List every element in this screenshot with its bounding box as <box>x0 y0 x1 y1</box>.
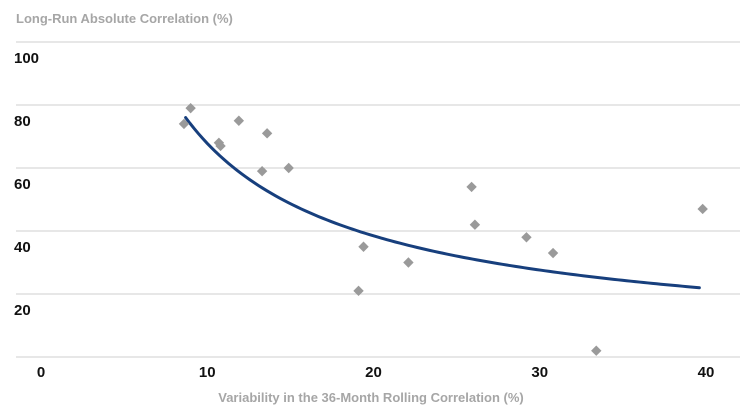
y-tick-label-100: 100 <box>14 50 39 67</box>
scatter-point-17 <box>697 203 708 215</box>
scatter-point-14 <box>521 232 532 243</box>
y-tick-label-40: 40 <box>14 239 31 256</box>
scatter-point-2 <box>185 102 196 114</box>
y-tick-label-60: 60 <box>14 176 31 193</box>
trendline-layer <box>184 116 701 290</box>
grid-lines <box>16 41 740 358</box>
x-tick-label-20: 20 <box>365 364 382 381</box>
scatter-point-7 <box>261 128 273 139</box>
x-tick-label-40: 40 <box>698 364 715 381</box>
scatter-point-16 <box>591 345 602 356</box>
scatter-point-13 <box>469 219 481 230</box>
tick-labels: 20 40 60 80 100 0 10 20 30 40 <box>14 50 714 381</box>
scatter-point-5 <box>233 115 245 126</box>
y-tick-label-80: 80 <box>14 113 31 130</box>
power-trendline <box>184 116 701 290</box>
scatter-point-4 <box>215 140 226 152</box>
scatter-point-10 <box>358 241 369 252</box>
x-tick-label-10: 10 <box>199 364 216 381</box>
scatter-point-11 <box>403 257 414 268</box>
scatter-point-6 <box>256 165 268 177</box>
x-axis-title: Variability in the 36-Month Rolling Corr… <box>218 390 524 405</box>
y-tick-label-20: 20 <box>14 302 31 319</box>
y-axis-title: Long-Run Absolute Correlation (%) <box>16 11 233 26</box>
scatter-point-9 <box>353 285 364 297</box>
data-points <box>178 102 708 356</box>
scatter-point-12 <box>466 181 477 193</box>
x-tick-label-30: 30 <box>531 364 548 381</box>
scatter-point-15 <box>547 247 559 259</box>
scatter-point-8 <box>283 162 294 174</box>
scatter-point-1 <box>178 118 190 130</box>
x-tick-label-0: 0 <box>37 364 45 381</box>
